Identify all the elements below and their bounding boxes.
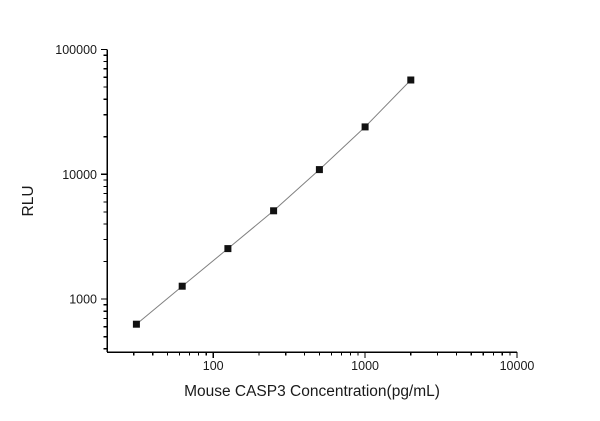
- y-tick-label: 10000: [62, 168, 97, 182]
- x-tick-label: 10000: [500, 359, 535, 373]
- data-point-marker: [132, 320, 140, 328]
- x-tick-label: 1000: [351, 359, 379, 373]
- x-axis-title: Mouse CASP3 Concentration(pg/mL): [184, 383, 440, 400]
- y-axis-title: RLU: [20, 185, 37, 216]
- data-point-marker: [315, 166, 323, 174]
- chart-generated-layer: 100 1000 10000 1000 10000 100000: [55, 43, 534, 373]
- data-point-marker: [361, 123, 369, 131]
- data-point-marker: [224, 245, 232, 253]
- x-tick-label: 100: [203, 359, 224, 373]
- y-tick-label: 100000: [55, 43, 97, 57]
- data-point-marker: [178, 282, 186, 290]
- data-point-marker: [270, 207, 278, 215]
- curve-line: [136, 79, 412, 325]
- y-tick-label: 1000: [69, 293, 97, 307]
- data-point-marker: [407, 76, 415, 84]
